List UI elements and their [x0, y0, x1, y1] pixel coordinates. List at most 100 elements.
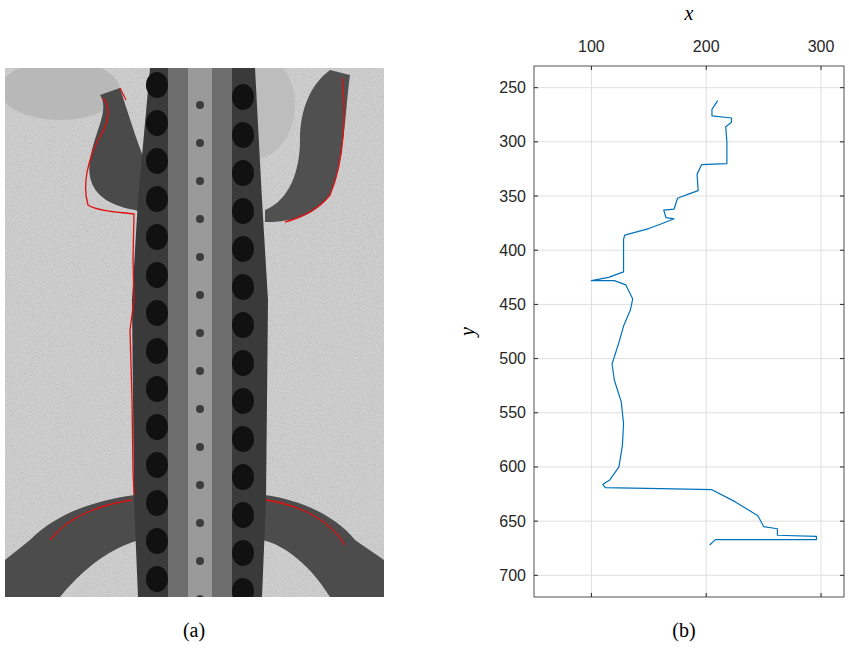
photo-spot	[232, 160, 254, 186]
grid-line	[534, 250, 844, 251]
photo-blob	[5, 68, 120, 120]
tick	[840, 466, 844, 467]
tick	[840, 196, 844, 197]
tick	[534, 250, 538, 251]
photo-spot	[146, 452, 168, 478]
tick-label: 200	[693, 38, 720, 55]
tick-label: 450	[499, 296, 526, 313]
photo-contour	[120, 88, 126, 100]
tick	[591, 593, 592, 597]
tick	[591, 66, 592, 70]
tick-label: 100	[578, 38, 605, 55]
photo-spot	[232, 350, 254, 376]
grid-line	[706, 66, 707, 597]
figure: (a)1002003002503003504004505005506006507…	[0, 0, 849, 657]
tick-label: 300	[499, 133, 526, 150]
photo-spot	[196, 367, 204, 375]
photo-spot	[232, 540, 254, 566]
photo-spot	[232, 502, 254, 528]
photo-spot	[196, 177, 204, 185]
photo-spot	[232, 464, 254, 490]
axis-title: x	[684, 2, 694, 24]
tick	[534, 87, 538, 88]
photo-limb	[265, 70, 350, 222]
tick	[840, 87, 844, 88]
grid-line	[534, 87, 844, 88]
photo-contour	[266, 500, 345, 545]
photo-spot	[146, 414, 168, 440]
photo-spot	[232, 388, 254, 414]
photo-spot	[146, 110, 168, 136]
photo-contour	[50, 500, 132, 540]
photo-spot	[196, 405, 204, 413]
photo-ground	[5, 68, 384, 597]
photo-spot	[146, 72, 168, 98]
photo-spot	[146, 186, 168, 212]
photo-spot	[232, 84, 254, 110]
photo-spot	[232, 578, 254, 597]
photo-spot	[196, 481, 204, 489]
photo-spine-line	[188, 68, 212, 597]
tick	[821, 593, 822, 597]
photo-torso	[132, 68, 268, 597]
tick	[534, 304, 538, 305]
grid-line	[534, 412, 844, 413]
grid-line	[591, 66, 592, 597]
photo-spot	[196, 443, 204, 451]
tick	[821, 66, 822, 70]
tick	[534, 412, 538, 413]
photo-spot	[232, 236, 254, 262]
photo-speckle	[5, 68, 384, 597]
photo-spot	[196, 595, 204, 597]
tick-label: 300	[808, 38, 835, 55]
photo-spot	[196, 101, 204, 109]
tick	[534, 521, 538, 522]
photo-spot	[196, 557, 204, 565]
photo-spot	[232, 312, 254, 338]
tick	[840, 412, 844, 413]
tick	[840, 575, 844, 576]
grid-line	[534, 358, 844, 359]
photo-spot	[146, 224, 168, 250]
tick	[840, 250, 844, 251]
photo-spot	[146, 566, 168, 592]
photo-spot	[232, 426, 254, 452]
plot-area	[534, 66, 844, 597]
tick	[534, 141, 538, 142]
tick-label: 500	[499, 350, 526, 367]
tick	[534, 358, 538, 359]
tick	[840, 304, 844, 305]
grid-line	[534, 521, 844, 522]
grid	[534, 66, 844, 597]
photo-spot	[146, 300, 168, 326]
tick-label: 350	[499, 188, 526, 205]
photo-spot	[146, 490, 168, 516]
data-line	[591, 101, 816, 545]
photo-spot	[196, 215, 204, 223]
tick	[840, 358, 844, 359]
tick	[534, 466, 538, 467]
grid-line	[534, 575, 844, 576]
grid-line	[534, 141, 844, 142]
grid-line	[534, 304, 844, 305]
photo-spot	[146, 376, 168, 402]
tick	[706, 593, 707, 597]
tick	[706, 66, 707, 70]
photo-contour	[86, 98, 134, 495]
tick-label: 700	[499, 567, 526, 584]
ticks: 100200300250300350400450500550600650700	[499, 38, 844, 597]
photo-spot	[146, 338, 168, 364]
grid-line	[821, 66, 822, 597]
photo-limb	[262, 495, 384, 597]
photo-spot	[232, 122, 254, 148]
photo	[5, 68, 384, 597]
tick	[840, 141, 844, 142]
photo-spot	[146, 262, 168, 288]
tick-label: 250	[499, 79, 526, 96]
tick	[534, 196, 538, 197]
photo-spot	[196, 519, 204, 527]
photo-limb	[5, 495, 140, 597]
tick	[840, 521, 844, 522]
photo-spot	[146, 528, 168, 554]
photo-spot	[146, 148, 168, 174]
